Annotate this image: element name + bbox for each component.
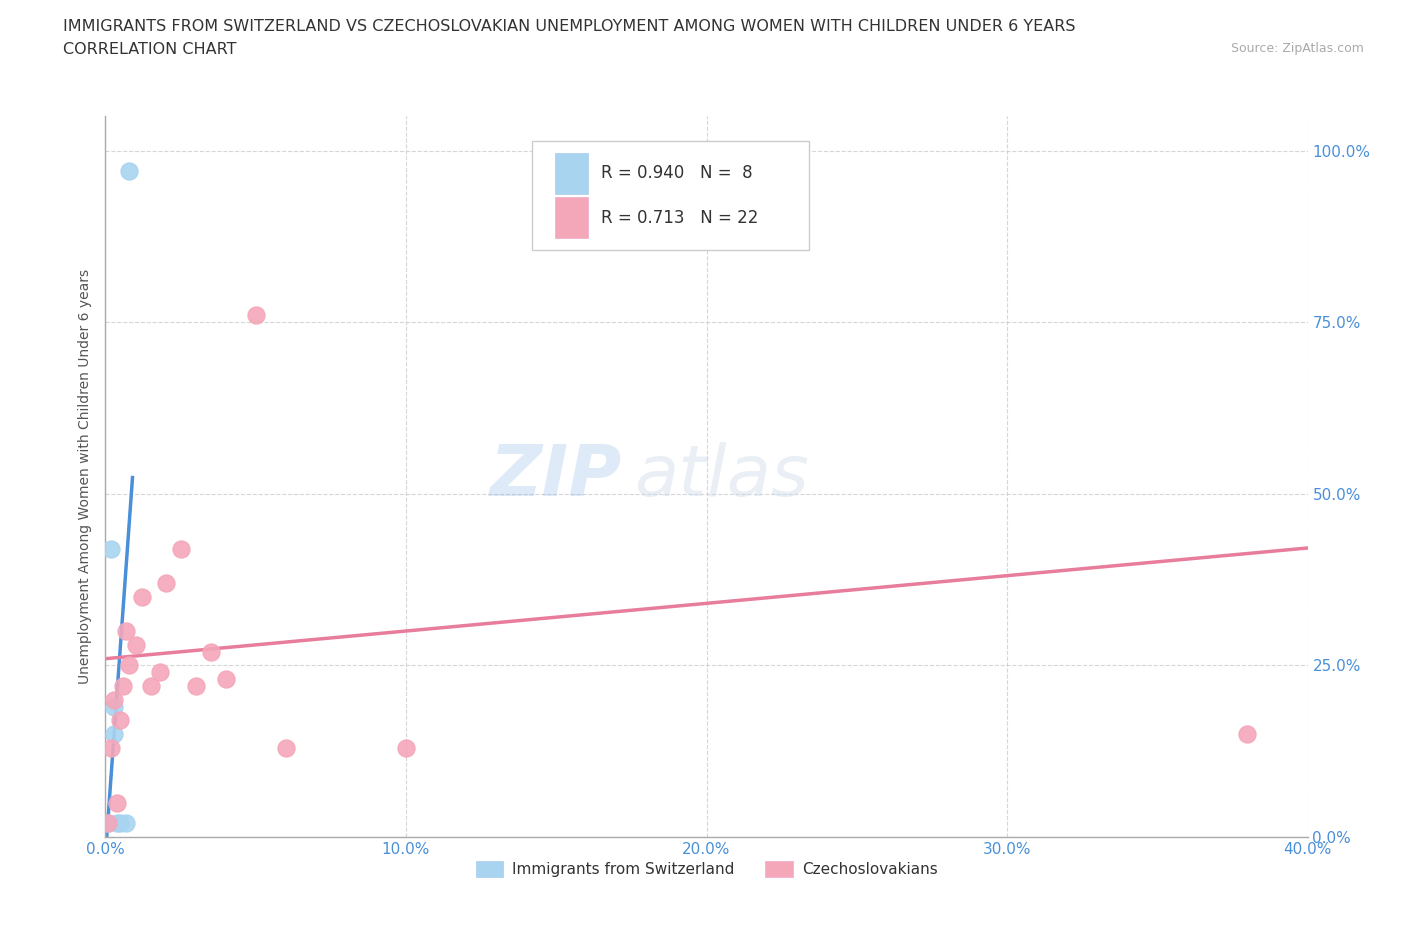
Point bbox=[112, 679, 135, 694]
FancyBboxPatch shape bbox=[533, 141, 808, 249]
Point bbox=[107, 816, 129, 830]
Text: CORRELATION CHART: CORRELATION CHART bbox=[63, 42, 236, 57]
Point bbox=[118, 658, 141, 672]
Point bbox=[118, 164, 141, 179]
Point bbox=[546, 143, 568, 158]
Point bbox=[115, 816, 138, 830]
FancyBboxPatch shape bbox=[555, 153, 588, 193]
Text: IMMIGRANTS FROM SWITZERLAND VS CZECHOSLOVAKIAN UNEMPLOYMENT AMONG WOMEN WITH CHI: IMMIGRANTS FROM SWITZERLAND VS CZECHOSLO… bbox=[63, 19, 1076, 33]
Text: atlas: atlas bbox=[634, 442, 808, 512]
Point bbox=[169, 541, 191, 556]
Point bbox=[115, 624, 138, 639]
Point bbox=[100, 541, 122, 556]
Point bbox=[214, 671, 236, 686]
FancyBboxPatch shape bbox=[555, 197, 588, 238]
Point bbox=[155, 576, 177, 591]
Point bbox=[110, 713, 132, 728]
Text: R = 0.940   N =  8: R = 0.940 N = 8 bbox=[600, 165, 752, 182]
Point bbox=[131, 590, 153, 604]
Point bbox=[148, 665, 170, 680]
Point bbox=[274, 740, 297, 755]
Point bbox=[395, 740, 418, 755]
Point bbox=[97, 816, 120, 830]
Point bbox=[103, 699, 125, 714]
Point bbox=[245, 308, 267, 323]
Point bbox=[103, 692, 125, 707]
Text: R = 0.713   N = 22: R = 0.713 N = 22 bbox=[600, 208, 758, 227]
Text: ZIP: ZIP bbox=[491, 442, 623, 512]
Point bbox=[124, 637, 146, 652]
Y-axis label: Unemployment Among Women with Children Under 6 years: Unemployment Among Women with Children U… bbox=[77, 269, 91, 684]
Point bbox=[100, 740, 122, 755]
Point bbox=[110, 816, 132, 830]
Point bbox=[139, 679, 162, 694]
Point bbox=[200, 644, 222, 659]
Point bbox=[103, 726, 125, 741]
Point bbox=[97, 816, 120, 830]
Legend: Immigrants from Switzerland, Czechoslovakians: Immigrants from Switzerland, Czechoslova… bbox=[470, 856, 943, 884]
Text: Source: ZipAtlas.com: Source: ZipAtlas.com bbox=[1230, 42, 1364, 55]
Point bbox=[1236, 726, 1258, 741]
Point bbox=[107, 795, 129, 810]
Point bbox=[184, 679, 207, 694]
